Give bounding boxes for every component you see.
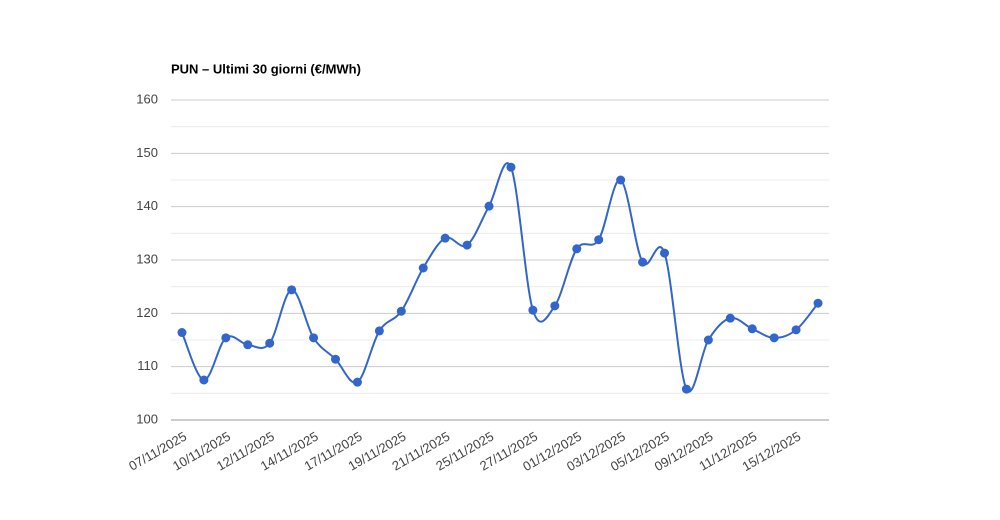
data-point [243, 340, 253, 350]
data-point [638, 257, 648, 267]
data-point [331, 354, 340, 364]
y-tick-label: 130 [136, 251, 158, 266]
data-point [484, 201, 494, 211]
data-point [462, 240, 472, 250]
data-point [594, 235, 604, 245]
data-point [374, 326, 384, 336]
data-point [506, 162, 516, 172]
data-point [703, 335, 713, 345]
data-point [528, 305, 538, 315]
data-point [725, 313, 735, 323]
y-tick-label: 120 [136, 305, 158, 320]
data-point [265, 338, 275, 348]
data-point [681, 384, 691, 394]
y-tick-label: 150 [136, 145, 158, 160]
data-point [396, 306, 406, 316]
data-point [747, 324, 757, 334]
data-point [769, 333, 779, 343]
y-tick-label: 140 [136, 198, 158, 213]
data-point [418, 263, 428, 273]
data-point [352, 377, 362, 387]
data-point [813, 298, 823, 308]
data-point [550, 301, 560, 311]
data-point [660, 248, 669, 258]
data-point [199, 375, 209, 385]
data-point [221, 333, 231, 343]
y-tick-label: 160 [136, 91, 158, 106]
data-point [616, 175, 626, 185]
data-point [287, 285, 297, 295]
data-point [791, 325, 801, 335]
chart-title: PUN – Ultimi 30 giorni (€/MWh) [171, 61, 361, 76]
series-line [181, 162, 819, 393]
data-point [440, 233, 450, 243]
data-point [309, 333, 319, 343]
data-point [572, 244, 582, 254]
y-tick-label: 100 [136, 411, 158, 426]
data-point [177, 328, 187, 338]
y-tick-label: 110 [137, 358, 158, 373]
